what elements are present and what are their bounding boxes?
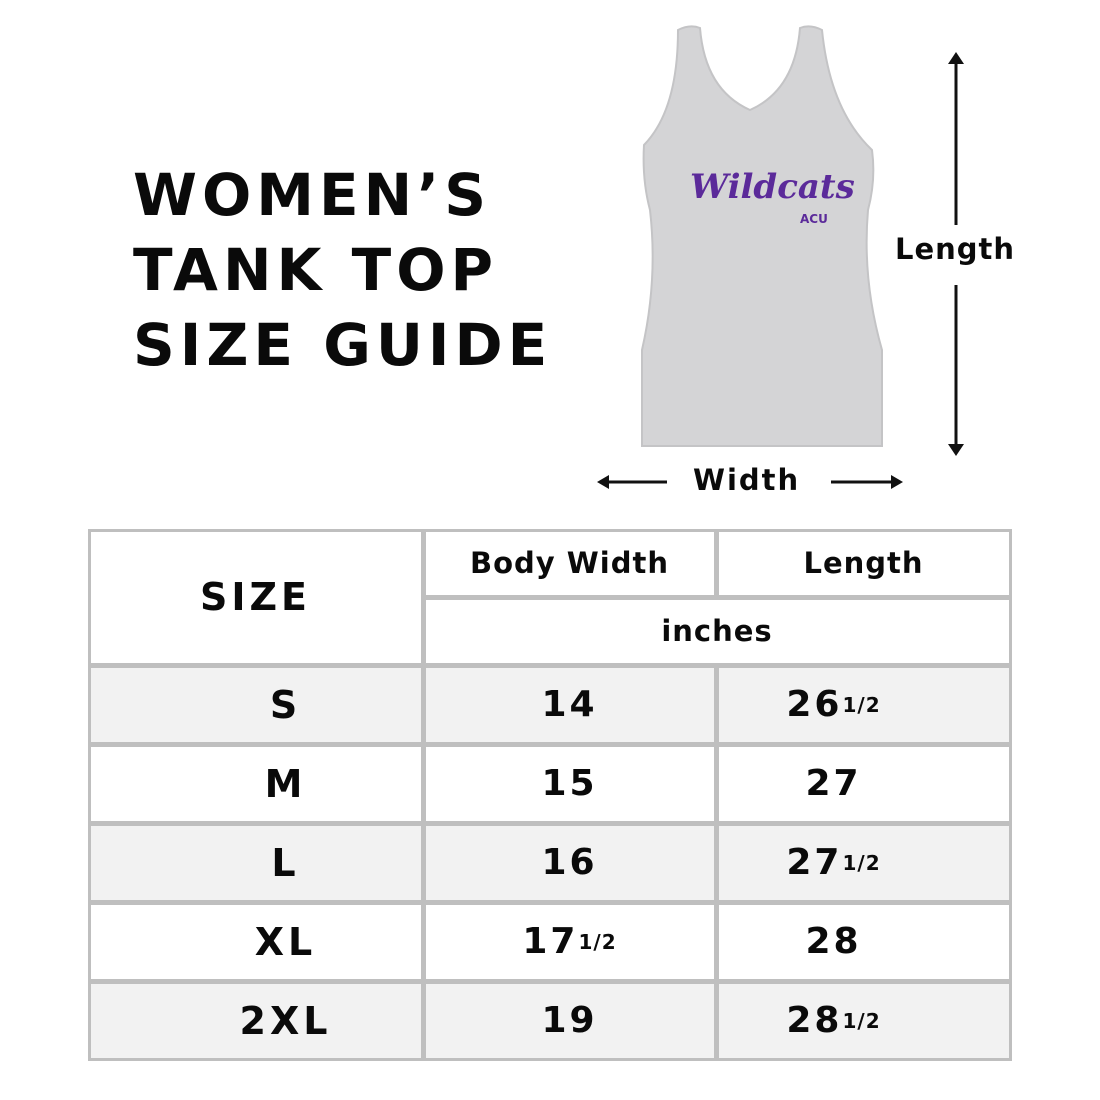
page-title: WOMEN’S TANK TOP SIZE GUIDE (133, 158, 552, 383)
width-cell-value: 15 (541, 763, 598, 804)
width-cell: 14 (422, 664, 717, 745)
length-cell: 26 1/2 (715, 664, 1012, 745)
width-cell: 16 (422, 822, 717, 903)
header-unit: inches (422, 596, 1012, 666)
size-cell-value: S (269, 682, 302, 727)
size-cell-value: M (264, 761, 307, 806)
length-cell: 28 (715, 901, 1012, 982)
size-cell: S (87, 664, 424, 745)
header-body-width: Body Width (422, 528, 717, 598)
fraction: 1/2 (842, 1008, 881, 1033)
fraction: 1/2 (578, 929, 617, 954)
length-cell-value: 28 (786, 1000, 843, 1041)
length-cell: 28 1/2 (715, 980, 1012, 1061)
size-cell: 2XL (87, 980, 424, 1061)
width-arrow-icon (597, 475, 903, 489)
tank-top-image: Wildcats ACU (641, 25, 883, 447)
width-cell: 19 (422, 980, 717, 1061)
length-cell: 27 1/2 (715, 822, 1012, 903)
title-line: TANK TOP (133, 236, 499, 304)
length-arrow-icon (948, 52, 964, 456)
width-cell-value: 17 (522, 921, 579, 962)
title-line: SIZE GUIDE (133, 311, 553, 379)
size-cell-value: 2XL (239, 998, 332, 1043)
size-cell-value: L (271, 840, 300, 885)
length-cell-value: 27 (805, 763, 862, 804)
size-cell-value: XL (254, 919, 317, 964)
length-cell: 27 (715, 743, 1012, 824)
width-cell: 17 1/2 (422, 901, 717, 982)
size-cell: M (87, 743, 424, 824)
length-cell-value: 27 (786, 842, 843, 883)
width-label: Width (693, 463, 801, 497)
length-cell-value: 28 (805, 921, 862, 962)
length-label: Length (895, 232, 1016, 266)
header-length: Length (715, 528, 1012, 598)
width-cell-value: 14 (541, 684, 598, 725)
title-line: WOMEN’S (133, 161, 491, 229)
fraction: 1/2 (842, 850, 881, 875)
width-cell-value: 16 (541, 842, 598, 883)
size-cell: XL (87, 901, 424, 982)
wildcats-graphic: Wildcats (690, 167, 855, 207)
width-cell-value: 19 (541, 1000, 598, 1041)
acu-logo: ACU (800, 212, 828, 226)
fraction: 1/2 (842, 692, 881, 717)
width-cell: 15 (422, 743, 717, 824)
length-cell-value: 26 (786, 684, 843, 725)
size-cell: L (87, 822, 424, 903)
header-size: SIZE (87, 528, 424, 666)
